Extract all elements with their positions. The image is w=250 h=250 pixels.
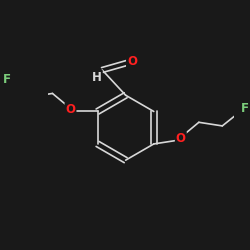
Text: F: F xyxy=(241,102,249,115)
Text: F: F xyxy=(2,74,10,86)
Text: O: O xyxy=(127,56,137,68)
Text: O: O xyxy=(176,132,186,145)
Text: H: H xyxy=(92,71,102,84)
Text: O: O xyxy=(66,103,76,116)
